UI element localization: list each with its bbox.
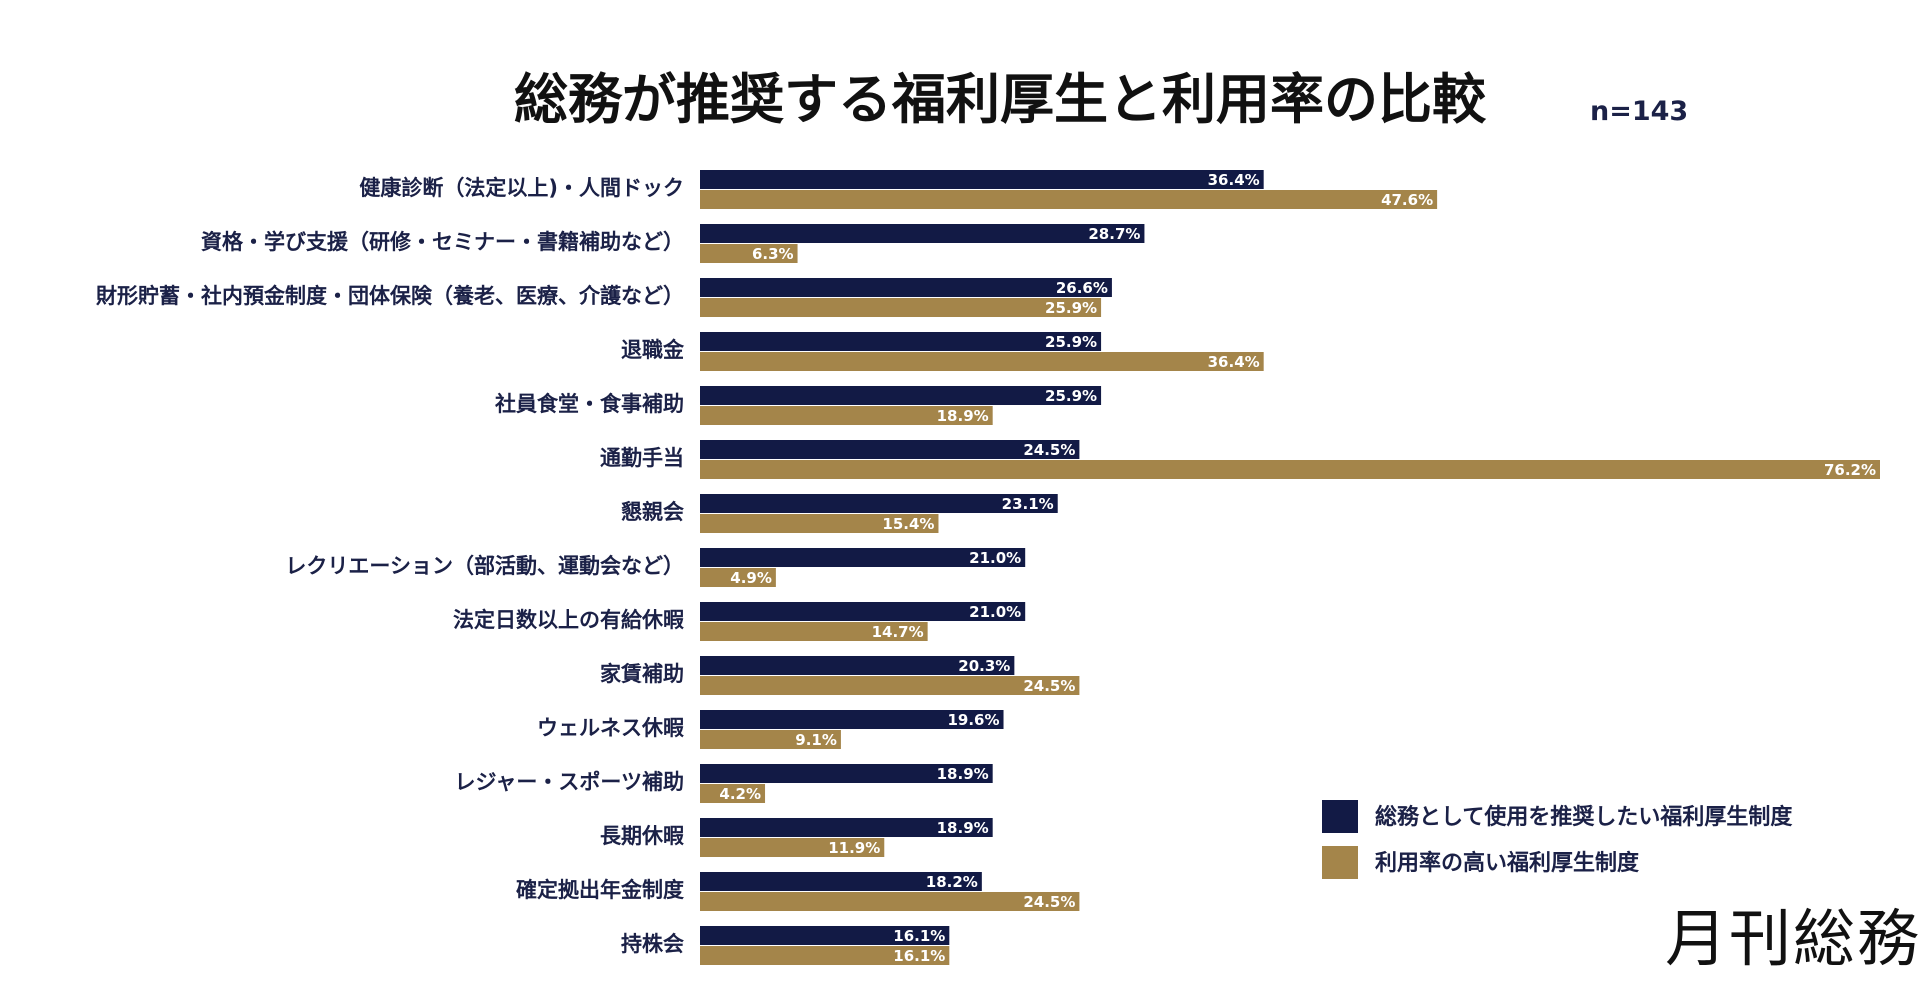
data-label: 76.2% [1824,461,1876,479]
legend-label-usage: 利用率の高い福利厚生制度 [1375,850,1640,876]
data-label: 25.9% [1045,387,1097,405]
data-label: 18.9% [937,819,989,837]
category-label: レクリエーション（部活動、運動会など） [285,554,684,578]
data-label: 6.3% [752,245,794,263]
data-label: 18.9% [937,765,989,783]
bar-usage [700,460,1880,479]
category-label: 家賃補助 [600,662,684,686]
bar-recommended [700,764,993,783]
data-label: 20.3% [958,657,1010,675]
data-label: 21.0% [969,549,1021,567]
data-label: 16.1% [893,947,945,965]
data-label: 47.6% [1381,191,1433,209]
data-label: 9.1% [795,731,837,749]
data-label: 14.7% [872,623,924,641]
data-label: 19.6% [947,711,999,729]
data-label: 36.4% [1208,353,1260,371]
data-label: 21.0% [969,603,1021,621]
data-label: 18.9% [937,407,989,425]
data-label: 24.5% [1023,893,1075,911]
bar-usage [700,190,1438,209]
data-label: 28.7% [1088,225,1140,243]
bar-recommended [700,656,1015,675]
category-label: 健康診断（法定以上)・人間ドック [359,176,684,200]
data-label: 4.9% [730,569,772,587]
bar-usage [700,730,841,749]
category-label: 懇親会 [621,500,684,524]
bar-usage [700,406,993,425]
bars-group: 36.4% 47.6% 28.7% 6.3% 26.6% 25.9% 25.9% 36.4% 2… [700,170,1880,965]
category-label: 社員食堂・食事補助 [494,392,684,416]
chart-title: 総務が推奨する福利厚生と利用率の比較 [514,68,1487,131]
bar-usage [700,514,939,533]
legend-swatch-recommended [1322,800,1358,833]
bar-usage [700,892,1080,911]
bar-recommended [700,170,1264,189]
category-label: 長期休暇 [600,824,684,848]
category-label: 確定拠出年金制度 [516,878,684,902]
bar-usage [700,244,798,263]
bar-recommended [700,602,1026,621]
bar-recommended [700,872,982,891]
bar-recommended [700,818,993,837]
bar-recommended [700,494,1058,513]
data-label: 26.6% [1056,279,1108,297]
data-label: 24.5% [1023,441,1075,459]
bar-recommended [700,386,1102,405]
data-label: 25.9% [1045,333,1097,351]
category-label: 退職金 [621,338,685,362]
bar-usage [700,298,1102,317]
category-label: 法定日数以上の有給休暇 [453,608,684,632]
bar-recommended [700,440,1080,459]
brand-logo: 月刊総務 [1665,902,1920,975]
category-label: レジャー・スポーツ補助 [454,770,684,794]
bar-usage [700,568,776,587]
bar-usage [700,352,1264,371]
bar-recommended [700,224,1145,243]
category-label: 財形貯蓄・社内預金制度・団体保険（養老、医療、介護など） [96,284,684,308]
category-label: 通勤手当 [600,446,684,470]
data-label: 25.9% [1045,299,1097,317]
data-label: 36.4% [1208,171,1260,189]
bar-recommended [700,926,950,945]
data-label: 16.1% [893,927,945,945]
category-label: 持株会 [621,932,684,956]
bar-usage [700,838,885,857]
bar-usage [700,946,950,965]
legend-label-recommended: 総務として使用を推奨したい福利厚生制度 [1375,804,1793,830]
bar-usage [700,676,1080,695]
category-label: 資格・学び支援（研修・セミナー・書籍補助など） [201,230,684,254]
bar-usage [700,622,928,641]
data-label: 24.5% [1023,677,1075,695]
data-label: 4.2% [719,785,761,803]
bar-recommended [700,332,1102,351]
bar-usage [700,784,766,803]
sample-size: n=143 [1590,96,1688,127]
data-label: 18.2% [926,873,978,891]
data-label: 11.9% [828,839,880,857]
legend-swatch-usage [1322,846,1358,879]
bar-recommended [700,710,1004,729]
data-label: 15.4% [882,515,934,533]
bar-recommended [700,278,1112,297]
category-label: ウェルネス休暇 [537,716,684,740]
bar-recommended [700,548,1026,567]
data-label: 23.1% [1002,495,1054,513]
